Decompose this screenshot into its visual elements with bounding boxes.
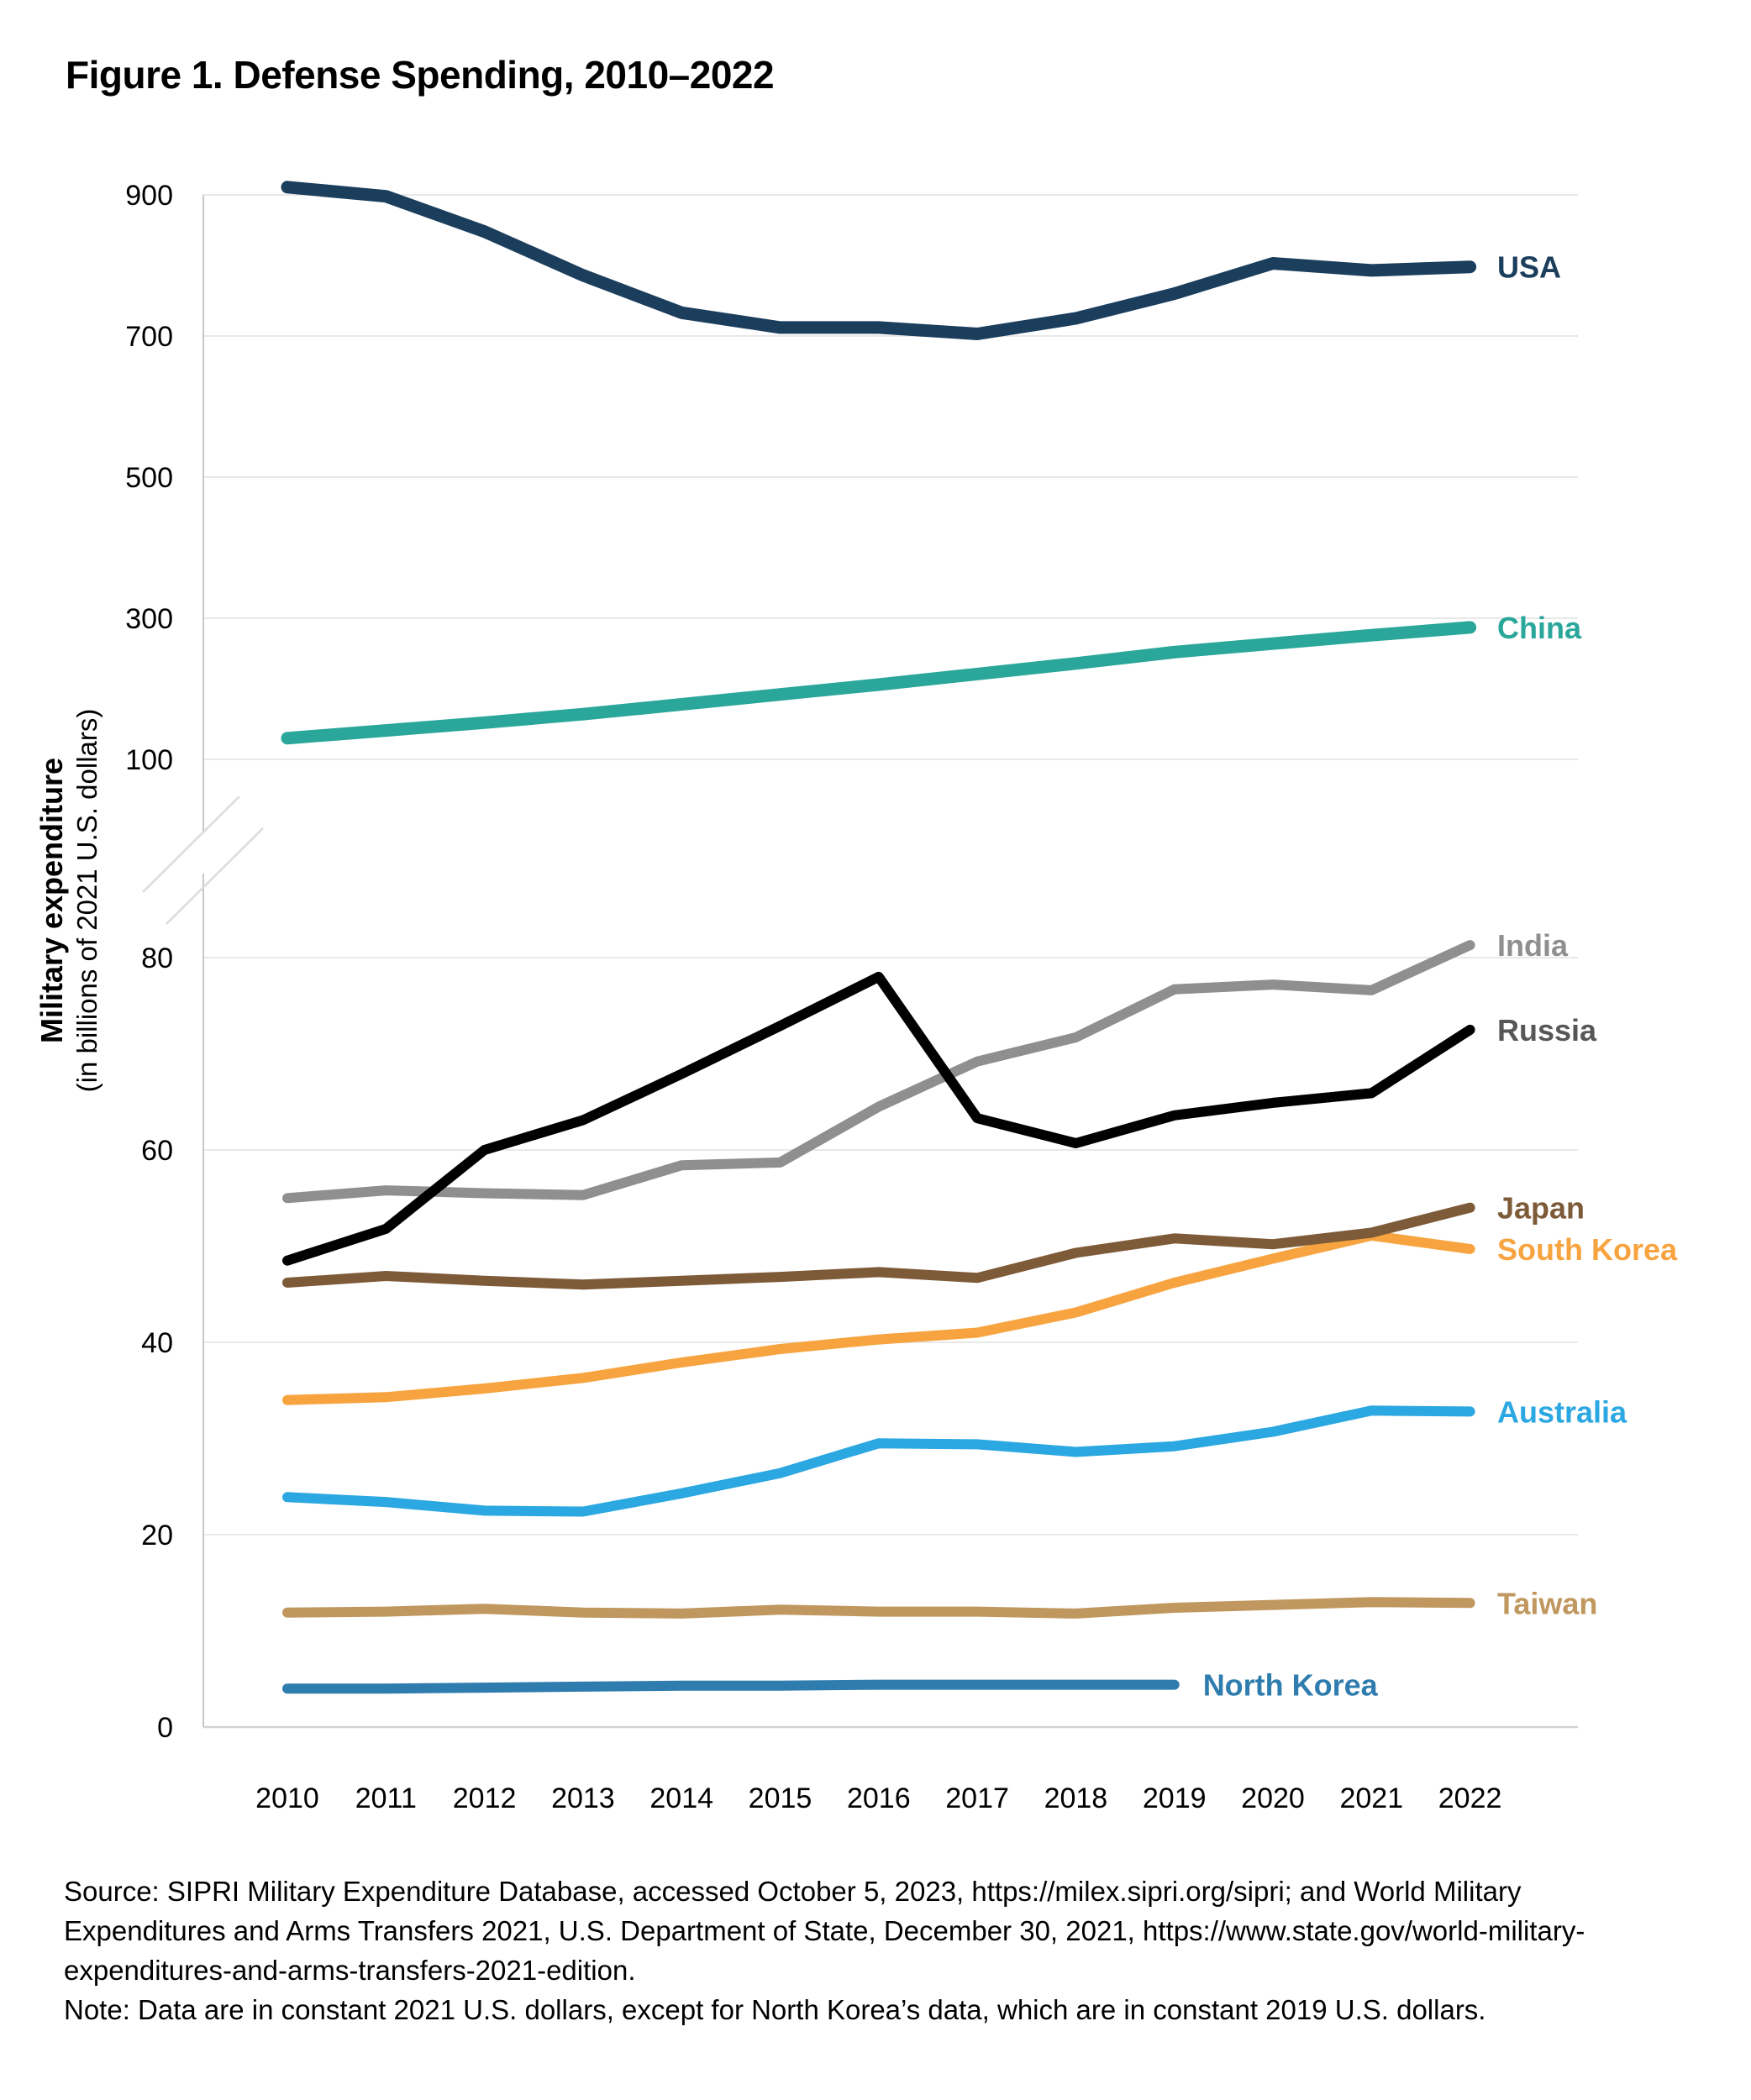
y-tick-900: 900 — [125, 180, 173, 212]
series-label-taiwan: Taiwan — [1497, 1586, 1597, 1620]
series-label-usa: USA — [1497, 250, 1561, 285]
series-label-japan: Japan — [1497, 1191, 1585, 1226]
x-tick-2018: 2018 — [1044, 1782, 1108, 1814]
x-tick-2019: 2019 — [1143, 1782, 1207, 1814]
y-tick-0: 0 — [157, 1712, 173, 1744]
series-line-australia — [282, 1405, 1475, 1517]
series-line-india — [282, 940, 1475, 1204]
axis-break-slash-1 — [142, 795, 240, 893]
x-tick-2015: 2015 — [749, 1782, 812, 1814]
y-axis-title: Military expenditure — [34, 757, 69, 1044]
series-label-north-korea: North Korea — [1203, 1668, 1379, 1703]
y-tick-700: 700 — [125, 321, 173, 353]
y-tick-500: 500 — [125, 462, 173, 494]
series-line-usa — [281, 181, 1477, 340]
x-tick-2020: 2020 — [1241, 1782, 1305, 1814]
x-tick-2010: 2010 — [255, 1782, 319, 1814]
source-line-2: Expenditures and Arms Transfers 2021, U.… — [64, 1915, 1585, 1946]
y-tick-300: 300 — [125, 603, 173, 635]
x-tick-2014: 2014 — [649, 1782, 713, 1814]
series-line-japan — [282, 1202, 1475, 1290]
x-tick-2013: 2013 — [551, 1782, 615, 1814]
figure-title: Figure 1. Defense Spending, 2010–2022 — [66, 53, 775, 97]
series-label-china: China — [1497, 611, 1582, 645]
x-tick-2011: 2011 — [355, 1782, 417, 1814]
source-line-3: expenditures-and-arms-transfers-2021-edi… — [64, 1955, 636, 1986]
note-line: Note: Data are in constant 2021 U.S. dol… — [64, 1994, 1486, 2025]
x-tick-2012: 2012 — [453, 1782, 517, 1814]
x-tick-2016: 2016 — [847, 1782, 911, 1814]
series-line-russia — [282, 971, 1475, 1266]
series-line-south-korea — [282, 1230, 1475, 1405]
x-tick-2021: 2021 — [1339, 1782, 1403, 1814]
x-tick-2017: 2017 — [945, 1782, 1009, 1814]
source-line-1: Source: SIPRI Military Expenditure Datab… — [64, 1876, 1522, 1907]
y-tick-40: 40 — [141, 1327, 173, 1359]
series-label-australia: Australia — [1497, 1394, 1627, 1429]
y-axis-title-units: (in billions of 2021 U.S. dollars) — [71, 708, 103, 1093]
series-label-russia: Russia — [1497, 1013, 1597, 1047]
y-tick-80: 80 — [141, 942, 173, 974]
series-line-north-korea — [282, 1679, 1180, 1694]
series-line-taiwan — [282, 1597, 1475, 1619]
series-label-south-korea: South Korea — [1497, 1232, 1678, 1267]
axis-break-slash-2 — [166, 827, 264, 925]
y-tick-100: 100 — [125, 744, 173, 776]
y-tick-60: 60 — [141, 1135, 173, 1167]
y-tick-20: 20 — [141, 1520, 173, 1551]
series-label-india: India — [1497, 928, 1569, 963]
x-tick-2022: 2022 — [1438, 1782, 1502, 1814]
source-note: Source: SIPRI Military Expenditure Datab… — [64, 1872, 1702, 2029]
series-line-china — [281, 621, 1477, 745]
